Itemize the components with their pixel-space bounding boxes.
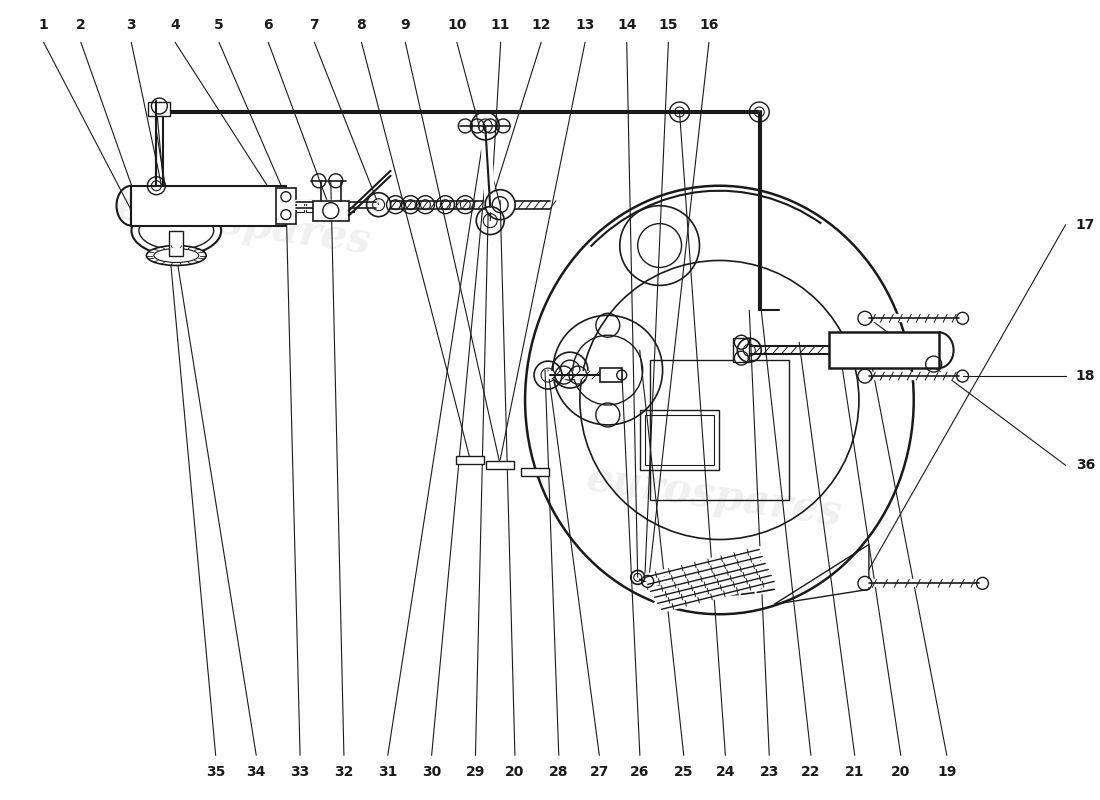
Bar: [316, 200, 323, 212]
Ellipse shape: [146, 246, 206, 266]
Bar: [276, 188, 296, 224]
Text: eurospares: eurospares: [112, 186, 374, 263]
Bar: [829, 332, 938, 368]
Bar: [734, 338, 749, 362]
Text: 28: 28: [549, 766, 569, 779]
Bar: [600, 368, 621, 382]
Text: 20: 20: [505, 766, 525, 779]
Text: 24: 24: [716, 766, 735, 779]
Text: 11: 11: [491, 18, 510, 32]
Text: eurospares: eurospares: [584, 457, 845, 534]
Text: 15: 15: [659, 18, 678, 32]
Bar: [521, 468, 549, 476]
Text: 13: 13: [575, 18, 595, 32]
Text: 31: 31: [378, 766, 397, 779]
Text: 25: 25: [674, 766, 693, 779]
Bar: [148, 102, 170, 116]
Text: 10: 10: [447, 18, 466, 32]
Bar: [132, 186, 286, 226]
Bar: [169, 230, 184, 255]
Bar: [486, 461, 514, 469]
Ellipse shape: [139, 212, 213, 250]
Text: 14: 14: [617, 18, 637, 32]
Text: 7: 7: [309, 18, 319, 32]
Text: 22: 22: [801, 766, 821, 779]
Text: 8: 8: [356, 18, 366, 32]
Text: 32: 32: [334, 766, 353, 779]
Ellipse shape: [154, 249, 199, 262]
Bar: [650, 360, 789, 500]
Text: 36: 36: [1076, 458, 1094, 472]
Text: 27: 27: [590, 766, 609, 779]
Text: 16: 16: [700, 18, 718, 32]
Text: 33: 33: [290, 766, 310, 779]
Bar: [336, 200, 343, 212]
Bar: [306, 200, 313, 212]
Text: 1: 1: [39, 18, 48, 32]
Text: 30: 30: [422, 766, 441, 779]
Text: 4: 4: [170, 18, 180, 32]
Bar: [456, 456, 484, 464]
Bar: [645, 415, 714, 465]
Text: 18: 18: [1076, 369, 1096, 383]
Text: 34: 34: [246, 766, 266, 779]
Bar: [296, 200, 304, 212]
Text: 17: 17: [1076, 218, 1094, 232]
Text: 23: 23: [759, 766, 779, 779]
Text: 29: 29: [465, 766, 485, 779]
Text: 5: 5: [214, 18, 223, 32]
Bar: [326, 200, 333, 212]
Text: 20: 20: [891, 766, 911, 779]
Text: 2: 2: [76, 18, 86, 32]
Bar: [345, 200, 354, 212]
Ellipse shape: [132, 206, 221, 255]
Text: 12: 12: [531, 18, 551, 32]
Bar: [640, 410, 719, 470]
Text: 26: 26: [630, 766, 650, 779]
Text: 21: 21: [845, 766, 865, 779]
Bar: [312, 201, 349, 221]
Text: 35: 35: [206, 766, 225, 779]
Text: 19: 19: [937, 766, 957, 779]
Text: 9: 9: [400, 18, 410, 32]
Text: 3: 3: [126, 18, 136, 32]
Text: 6: 6: [264, 18, 273, 32]
